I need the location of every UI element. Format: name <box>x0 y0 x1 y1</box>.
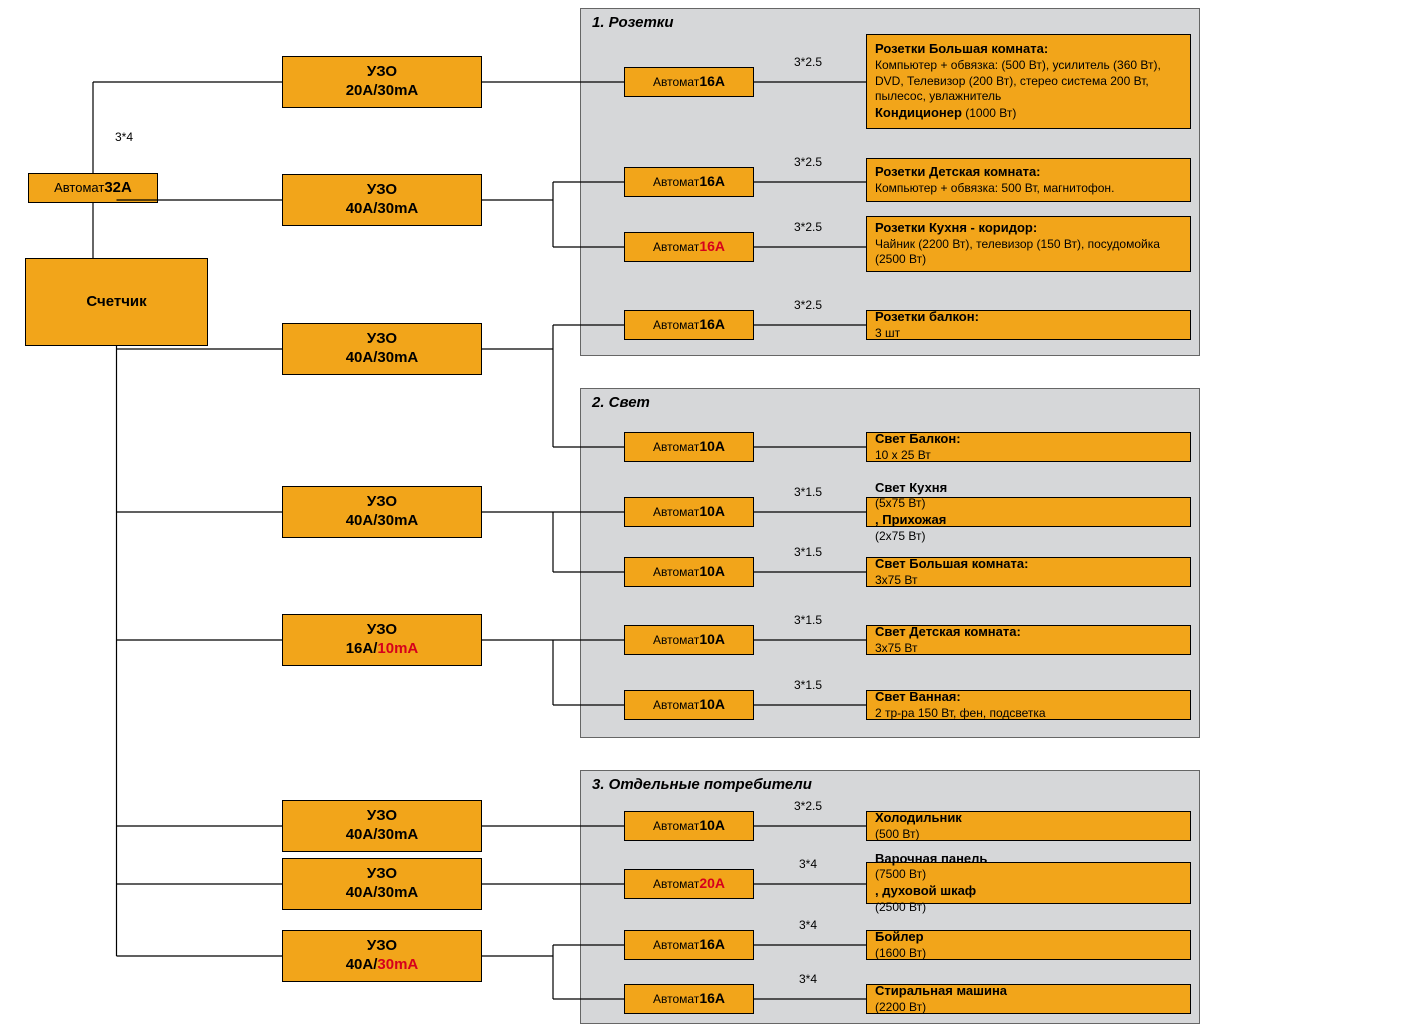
desc-c3: Бойлер (1600 Вт) <box>866 930 1191 960</box>
wire-label-b5: 3*1.5 <box>778 678 838 692</box>
wire-label-a4: 3*2.5 <box>778 298 838 312</box>
automat-b5: Автомат 10A <box>624 690 754 720</box>
uzo-0: УЗО20A/30mA <box>282 56 482 108</box>
automat-c2: Автомат 20A <box>624 869 754 899</box>
uzo-7: УЗО40A/30mA <box>282 930 482 982</box>
desc-a2: Розетки Детская комната:Компьютер + обвя… <box>866 158 1191 202</box>
desc-b1: Свет Балкон: 10 х 25 Вт <box>866 432 1191 462</box>
desc-b5: Свет Ванная: 2 тр-ра 150 Вт, фен, подсве… <box>866 690 1191 720</box>
wire-label-c2: 3*4 <box>778 857 838 871</box>
desc-c4: Стиральная машина (2200 Вт) <box>866 984 1191 1014</box>
desc-b3: Свет Большая комната: 3х75 Вт <box>866 557 1191 587</box>
wire-label-c1: 3*2.5 <box>778 799 838 813</box>
automat-b2: Автомат 10A <box>624 497 754 527</box>
wire-label-c3: 3*4 <box>778 918 838 932</box>
wire-label-c4: 3*4 <box>778 972 838 986</box>
wire-label-a2: 3*2.5 <box>778 155 838 169</box>
desc-c1: Холодильник (500 Вт) <box>866 811 1191 841</box>
wire-label-a3: 3*2.5 <box>778 220 838 234</box>
wire-label-a1: 3*2.5 <box>778 55 838 69</box>
desc-a4: Розетки балкон: 3 шт <box>866 310 1191 340</box>
desc-b4: Свет Детская комната: 3х75 Вт <box>866 625 1191 655</box>
electrical-diagram: 1. Розетки 2. Свет 3. Отдельные потребител… <box>0 0 1403 1029</box>
uzo-6: УЗО40A/30mA <box>282 858 482 910</box>
wire-label-b2: 3*1.5 <box>778 485 838 499</box>
panel-consumers-title: 3. Отдельные потребители <box>592 776 812 793</box>
uzo-3: УЗО40A/30mA <box>282 486 482 538</box>
desc-c2: Варочная панель (7500 Вт), духовой шкаф … <box>866 862 1191 904</box>
desc-b2: Свет Кухня (5х75 Вт), Прихожая (2х75 Вт) <box>866 497 1191 527</box>
automat-a1: Автомат 16A <box>624 67 754 97</box>
meter-box: Счетчик <box>25 258 208 346</box>
automat-a4: Автомат 16A <box>624 310 754 340</box>
automat-b4: Автомат 10A <box>624 625 754 655</box>
wire-label-b3: 3*1.5 <box>778 545 838 559</box>
automat-b3: Автомат 10A <box>624 557 754 587</box>
automat-a2: Автомат 16A <box>624 167 754 197</box>
automat-b1: Автомат 10A <box>624 432 754 462</box>
wire-label-b4: 3*1.5 <box>778 613 838 627</box>
automat-c3: Автомат 16A <box>624 930 754 960</box>
desc-a3: Розетки Кухня - коридор:Чайник (2200 Вт)… <box>866 216 1191 272</box>
panel-light-title: 2. Свет <box>592 394 650 411</box>
panel-sockets-title: 1. Розетки <box>592 14 674 31</box>
main-wire-label: 3*4 <box>115 130 133 144</box>
uzo-5: УЗО40A/30mA <box>282 800 482 852</box>
automat-c1: Автомат 10A <box>624 811 754 841</box>
automat-a3: Автомат 16A <box>624 232 754 262</box>
uzo-4: УЗО16A/10mA <box>282 614 482 666</box>
main-breaker: Автомат 32A <box>28 173 158 203</box>
uzo-1: УЗО40A/30mA <box>282 174 482 226</box>
automat-c4: Автомат 16A <box>624 984 754 1014</box>
uzo-2: УЗО40A/30mA <box>282 323 482 375</box>
desc-a1: Розетки Большая комната:Компьютер + обвя… <box>866 34 1191 129</box>
